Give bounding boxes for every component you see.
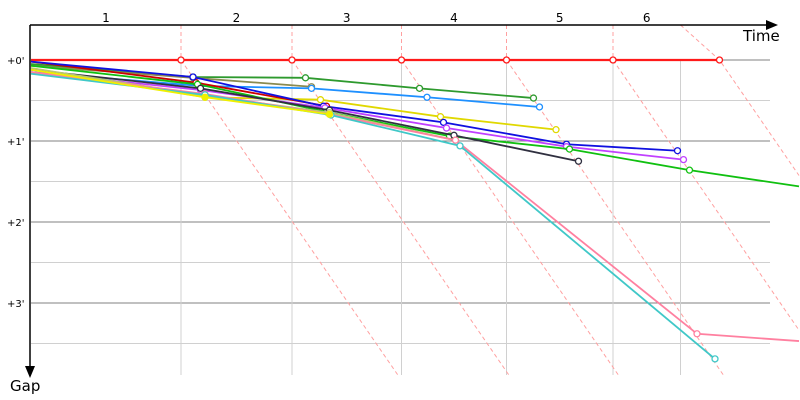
x-tick-label: 4 [450,11,458,25]
series-line [30,71,800,342]
lap-marker [565,145,574,153]
lap-marker [679,155,688,164]
lap-marker [436,113,445,121]
lap-marker [451,136,460,144]
lap-marker [685,166,694,174]
lap-marker [442,124,451,132]
series-group [30,56,800,363]
lap-marker [439,118,448,127]
lap-marker [535,103,544,111]
series-13 [30,68,334,118]
x-tick-label: 6 [643,11,651,25]
x-axis-label: Time [742,27,780,45]
axes: Time Gap [10,20,780,395]
y-tick-label: +2' [7,218,25,229]
y-tick-label: +0' [7,56,25,67]
lap-marker [415,84,424,92]
x-tick-label: 3 [343,11,351,25]
lap-marker [307,84,316,92]
leader-lap-line [291,25,510,376]
lap-marker [325,110,334,118]
lap-marker [423,93,431,101]
lap-marker [189,73,197,81]
y-axis-arrow-icon [25,366,35,378]
tick-labels: 1 2 3 4 5 6 +0' +1' +2' +3' [7,11,651,310]
series-0 [31,56,724,64]
leader-lap-line [612,25,800,331]
lap-marker [316,96,325,104]
x-tick-label: 2 [233,11,241,25]
grid [31,59,770,375]
x-axis-arrow-icon [766,20,778,30]
lap-marker [529,94,538,102]
lap-marker [456,142,464,150]
y-tick-label: +1' [7,137,25,148]
lap-marker [715,56,724,64]
lap-marker [574,157,583,165]
lap-marker [711,355,719,363]
y-axis-label: Gap [10,377,40,395]
series-line [30,60,678,152]
lap-marker [397,56,406,64]
lap-marker [609,56,617,64]
lap-marker [196,84,205,92]
x-tick-label: 5 [556,11,564,25]
x-tick-label: 1 [102,11,110,25]
lap-marker [301,74,310,82]
leader-lap-line [401,25,619,376]
lap-marker [288,56,296,64]
lap-marker [502,56,511,64]
lap-marker [201,93,209,101]
series-line [30,71,684,161]
lap-marker [673,147,682,155]
lap-marker [552,126,560,134]
y-tick-label: +3' [7,299,25,310]
lap-marker [693,330,701,338]
lap-marker [177,56,185,64]
series-6 [30,60,682,155]
leader-lap-line [506,25,724,376]
